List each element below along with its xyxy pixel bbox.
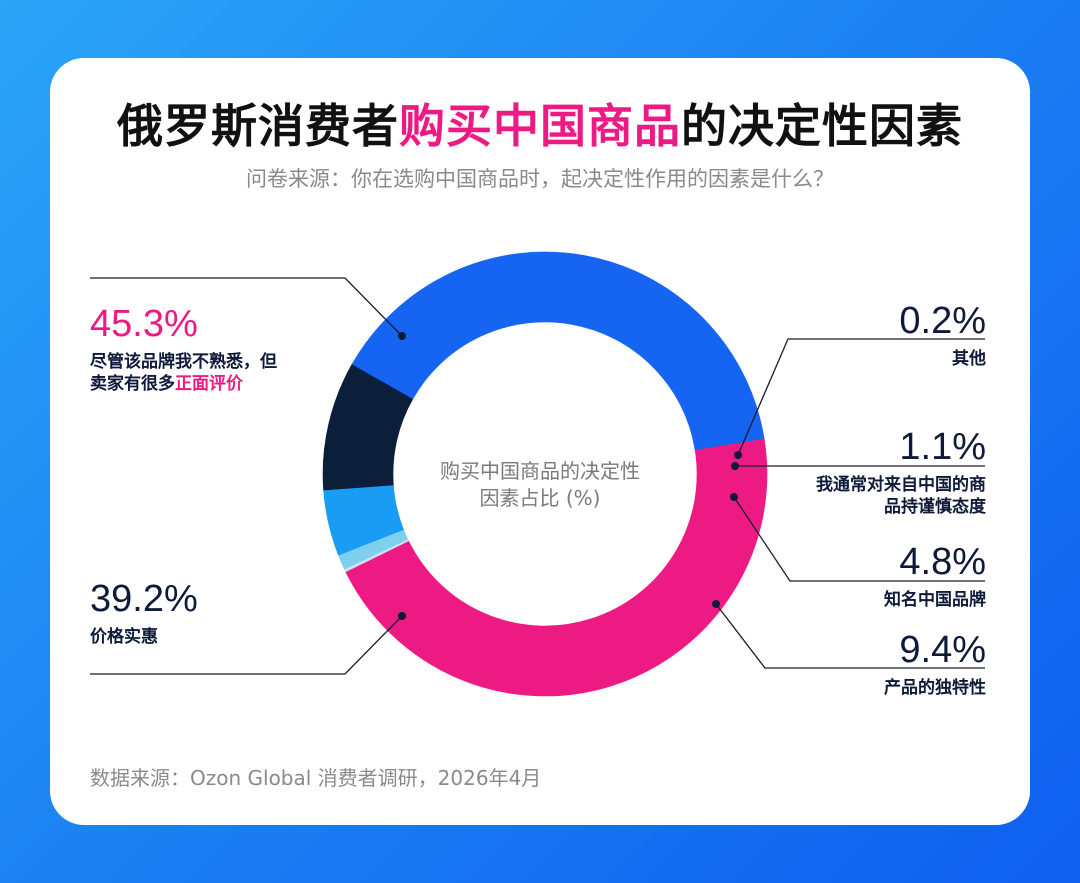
leader-known-brand-dot: [730, 493, 738, 501]
label-affordable-price: 39.2% 价格实惠: [90, 580, 198, 648]
pct-known-brand: 4.8%: [899, 541, 986, 583]
label-uniqueness: 9.4% 产品的独特性: [884, 631, 986, 699]
leader-other-dot: [734, 451, 742, 459]
desc-positive-reviews-line2: 卖家有很多正面评价: [90, 373, 277, 395]
center-label-line1: 购买中国商品的决定性: [440, 459, 640, 483]
leader-positive-reviews: [90, 277, 403, 337]
title-part2: 的决定性因素: [681, 99, 963, 153]
desc-cautious: 我通常对来自中国的商 品持谨慎态度: [816, 474, 986, 518]
label-other: 0.2% 其他: [899, 302, 986, 370]
desc-affordable-price: 价格实惠: [90, 627, 158, 647]
leader-uniqueness-dot: [712, 600, 720, 608]
desc-uniqueness: 产品的独特性: [884, 678, 986, 698]
leader-uniqueness: [715, 603, 985, 669]
desc-positive-reviews: 尽管该品牌我不熟悉，但 卖家有很多正面评价: [90, 351, 277, 395]
pct-affordable-price: 39.2%: [90, 578, 198, 620]
card-panel: [50, 58, 1030, 825]
desc-cautious-line2: 品持谨慎态度: [884, 497, 986, 517]
leader-affordable-price: [90, 615, 403, 675]
leader-known-brand: [733, 496, 985, 582]
leader-other: [737, 338, 985, 456]
slice-affordable-price: [351, 251, 765, 451]
pct-positive-reviews: 45.3%: [90, 303, 198, 345]
center-label-line2: 因素占比 (%): [479, 486, 601, 510]
title-highlight: 购买中国商品: [399, 99, 681, 153]
leader-positive-reviews-dot: [398, 332, 406, 340]
title-part1: 俄罗斯消费者: [117, 99, 399, 153]
desc-known-brand: 知名中国品牌: [884, 590, 986, 610]
label-positive-reviews: 45.3% 尽管该品牌我不熟悉，但 卖家有很多正面评价: [90, 305, 277, 395]
pct-uniqueness: 9.4%: [899, 629, 986, 671]
leader-affordable-price-dot: [398, 612, 406, 620]
page-title: 俄罗斯消费者购买中国商品的决定性因素: [0, 90, 1080, 156]
label-cautious: 1.1% 我通常对来自中国的商 品持谨慎态度: [816, 428, 986, 518]
label-known-brand: 4.8% 知名中国品牌: [884, 543, 986, 611]
pct-cautious: 1.1%: [899, 426, 986, 468]
desc-cautious-line1: 我通常对来自中国的商: [816, 475, 986, 495]
survey-question: 问卷来源：你在选购中国商品时，起决定性作用的因素是什么？: [246, 167, 834, 191]
pct-other: 0.2%: [899, 300, 986, 342]
data-source-footer: 数据来源：Ozon Global 消费者调研，2026年4月: [90, 766, 542, 790]
desc-other: 其他: [952, 349, 986, 369]
leader-cautious-dot: [731, 462, 739, 470]
desc-positive-reviews-highlight: 正面评价: [175, 374, 243, 394]
desc-positive-reviews-line1: 尽管该品牌我不熟悉，但: [90, 352, 277, 372]
donut-center-label: 购买中国商品的决定性 因素占比 (%): [395, 458, 685, 512]
slice-positive-reviews: [345, 438, 768, 697]
desc-positive-reviews-prefix: 卖家有很多: [90, 374, 175, 394]
